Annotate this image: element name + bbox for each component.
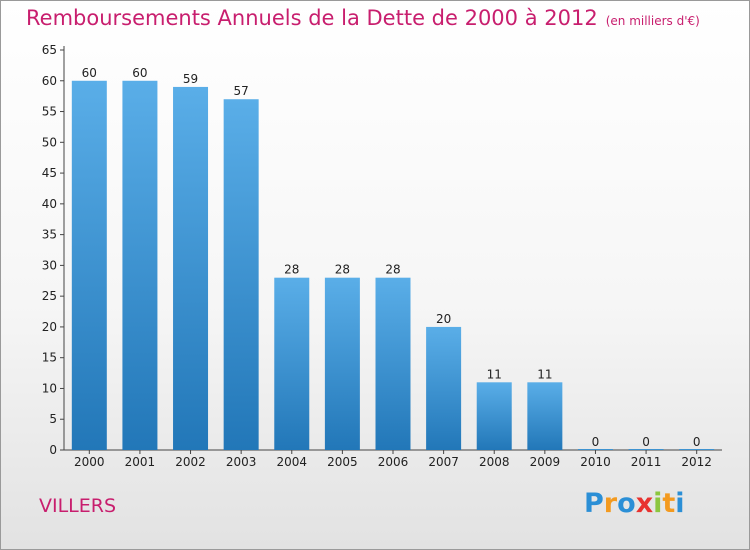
x-tick-label: 2002 [175,455,206,469]
logo-letter: t [662,488,676,519]
unit-note: (en milliers d'€) [605,14,700,28]
value-label: 0 [693,435,701,449]
bar-2012 [679,449,715,450]
x-tick-label: 2008 [479,455,510,469]
bar-2003 [223,99,259,450]
bar-2007 [426,326,462,450]
proxiti-logo: Proxiti [584,488,685,519]
bar-2004 [274,277,310,450]
y-tick-label: 35 [42,228,57,242]
value-label: 11 [487,367,502,381]
x-tick-label: 2012 [681,455,712,469]
value-label: 60 [82,66,97,80]
bar-2002 [173,86,209,450]
logo-letter: r [603,488,618,519]
bar-2010 [577,449,613,450]
title-text: Remboursements Annuels de la Dette de 20… [26,6,598,30]
x-tick-label: 2010 [580,455,611,469]
chart-title: Remboursements Annuels de la Dette de 20… [26,6,700,30]
x-tick-label: 2011 [631,455,662,469]
x-tick-label: 2003 [226,455,257,469]
y-tick-label: 20 [42,320,57,334]
x-tick-label: 2007 [428,455,459,469]
y-tick-label: 40 [42,197,57,211]
logo-letter: i [675,488,685,519]
bar-2009 [527,382,563,450]
y-tick-label: 30 [42,258,57,272]
x-tick-label: 2001 [125,455,156,469]
value-label: 57 [234,84,249,98]
y-tick-label: 55 [42,105,57,119]
y-tick-label: 45 [42,166,57,180]
logo-letter: o [617,488,636,519]
y-tick-label: 65 [42,43,57,57]
y-tick-label: 5 [49,412,57,426]
logo-letter: P [584,488,604,519]
x-tick-label: 2004 [276,455,307,469]
value-label: 11 [537,367,552,381]
x-tick-label: 2009 [530,455,561,469]
y-tick-label: 0 [49,443,57,457]
town-name: VILLERS [39,495,117,517]
bar-2000 [71,80,107,451]
bar-2011 [628,449,664,450]
x-tick-label: 2005 [327,455,358,469]
y-tick-label: 15 [42,351,57,365]
value-label: 0 [592,435,600,449]
value-label: 59 [183,72,198,86]
x-tick-label: 2000 [74,455,105,469]
logo-letter: i [653,488,663,519]
x-tick-label: 2006 [378,455,409,469]
y-tick-label: 10 [42,381,57,395]
value-label: 28 [385,263,400,277]
bar-2006 [375,277,411,450]
y-tick-label: 50 [42,135,57,149]
y-tick-label: 60 [42,74,57,88]
value-label: 20 [436,312,451,326]
logo-letter: x [635,488,654,519]
value-label: 28 [284,263,299,277]
value-label: 0 [642,435,650,449]
value-label: 60 [132,66,147,80]
y-tick-label: 25 [42,289,57,303]
bar-2005 [324,277,360,450]
bar-2008 [476,382,512,450]
value-label: 28 [335,263,350,277]
bar-2001 [122,80,158,451]
